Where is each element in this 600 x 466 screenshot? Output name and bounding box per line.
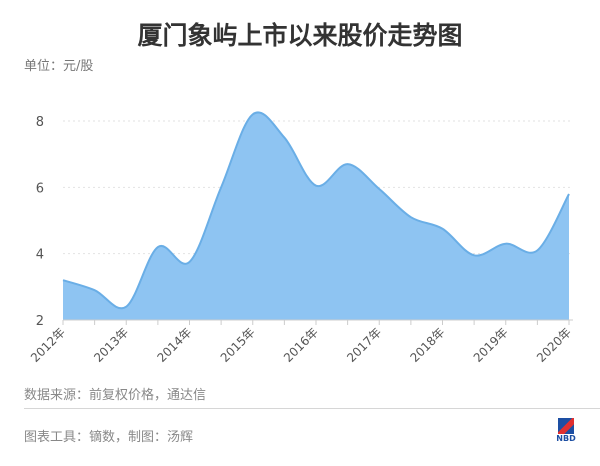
chart-title: 厦门象屿上市以来股价走势图 [137,21,463,50]
footer-divider [24,408,600,409]
x-tick-label: 2018年 [407,325,447,365]
x-tick-label: 2012年 [28,325,68,365]
y-tick-label: 6 [36,181,44,196]
x-tick-label: 2017年 [344,325,384,365]
y-tick-label: 8 [36,115,44,130]
nbd-logo-mark [558,418,574,434]
plot-area: 2 4 6 8 2012年 2013年 2014年 2015年 2016年 2017年 2018年 2… [28,111,574,365]
x-tick-label: 2014年 [154,325,194,365]
y-tick-label: 4 [36,248,44,263]
x-tick-label: 2016年 [281,325,321,365]
nbd-logo: NBD [555,418,577,456]
x-tick-label: 2013年 [91,325,131,365]
y-axis-unit-label: 单位：元/股 [24,59,94,74]
area-fill [63,112,569,320]
x-tick-label: 2015年 [218,325,258,365]
y-tick-label: 2 [36,314,44,329]
x-tick-label: 2019年 [471,325,511,365]
nbd-logo-text: NBD [556,434,576,443]
x-tick-label: 2020年 [534,325,574,365]
chart-tool-credit: 图表工具：镝数，制图：汤辉 [24,430,194,445]
data-source-note: 数据来源：前复权价格，通达信 [24,388,207,403]
series-line [62,111,570,310]
